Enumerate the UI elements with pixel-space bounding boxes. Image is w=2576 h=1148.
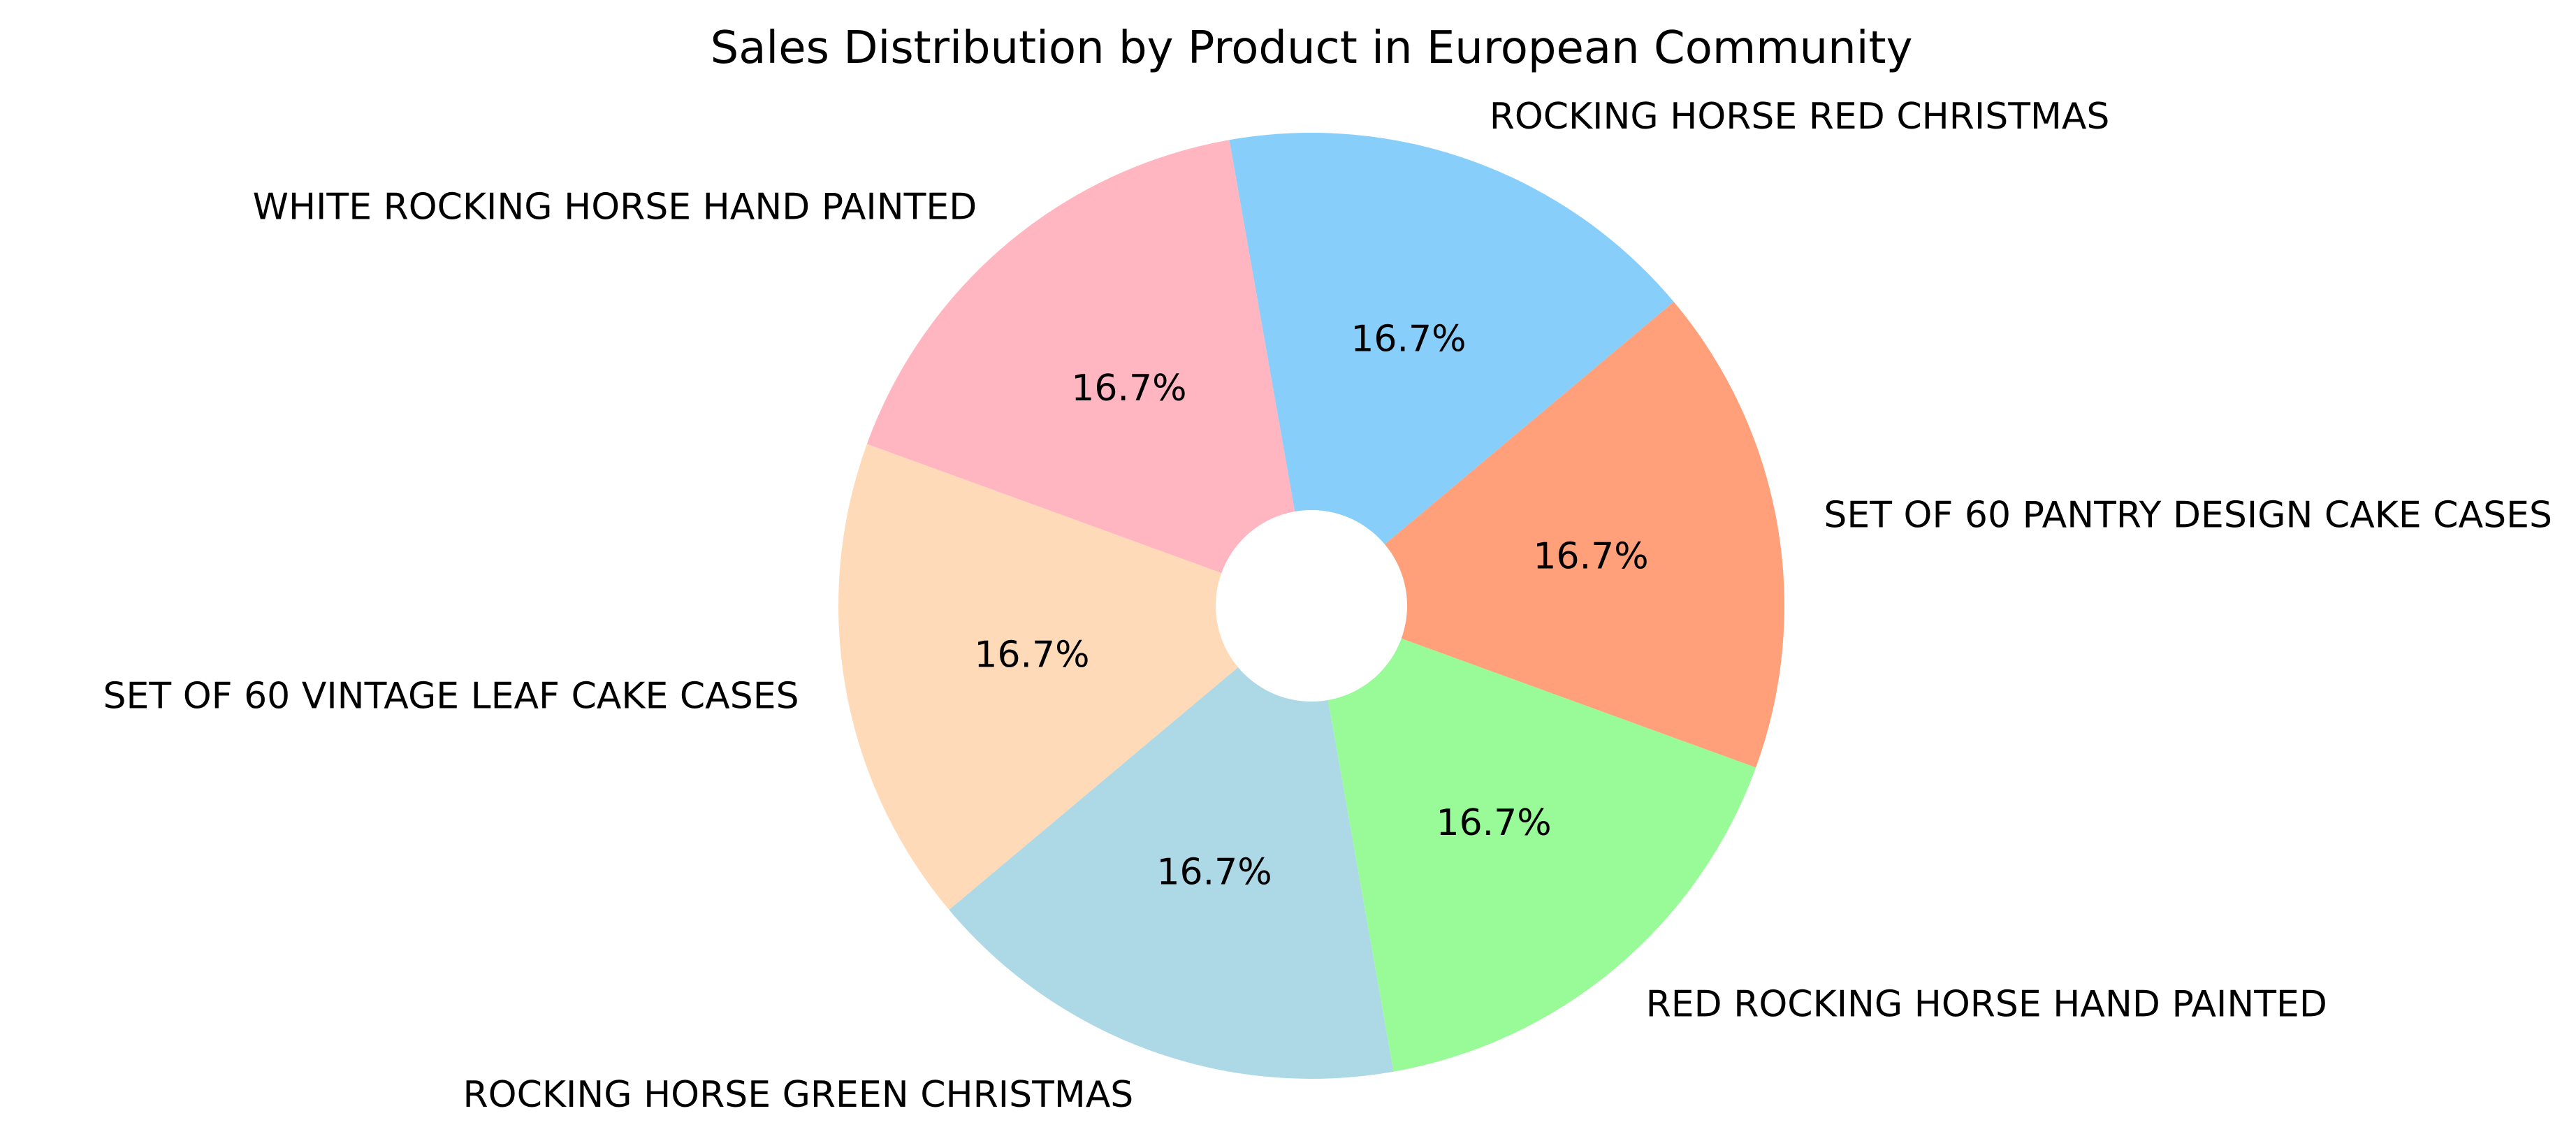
slice-percent-label: 16.7% bbox=[1351, 318, 1466, 360]
slice-category-label: SET OF 60 VINTAGE LEAF CAKE CASES bbox=[103, 675, 799, 717]
pie-slice-red-rocking-horse-hand-painted bbox=[1311, 606, 1756, 1072]
pie-slice-white-rocking-horse-hand-painted bbox=[866, 140, 1311, 606]
pie-slice-set-of-60-vintage-leaf-cake-cases bbox=[838, 444, 1311, 910]
slice-percent-label: 16.7% bbox=[1533, 535, 1648, 577]
slice-percent-label: 16.7% bbox=[1156, 852, 1272, 894]
slice-labels: 16.7% SET OF 60 PANTRY DESIGN CAKE CASES 1… bbox=[103, 96, 2553, 1116]
slice-percent-label: 16.7% bbox=[1436, 802, 1551, 844]
slice-category-label: RED ROCKING HORSE HAND PAINTED bbox=[1646, 983, 2327, 1025]
slice-category-label: ROCKING HORSE GREEN CHRISTMAS bbox=[463, 1074, 1134, 1116]
slice-percent-label: 16.7% bbox=[1071, 368, 1186, 409]
pie-slice-set-of-60-pantry-design-cake-cases bbox=[1311, 301, 1784, 768]
slice-category-label: SET OF 60 PANTRY DESIGN CAKE CASES bbox=[1824, 495, 2552, 537]
pie-slice-rocking-horse-green-christmas bbox=[949, 606, 1394, 1079]
center-hole bbox=[1216, 510, 1407, 702]
chart-title: Sales Distribution by Product in Europea… bbox=[711, 22, 1913, 74]
slice-category-label: ROCKING HORSE RED CHRISTMAS bbox=[1490, 96, 2110, 138]
pie-slices bbox=[838, 133, 1784, 1079]
slice-category-label: WHITE ROCKING HORSE HAND PAINTED bbox=[253, 187, 977, 228]
pie-slice-rocking-horse-red-christmas bbox=[1229, 133, 1674, 606]
slice-percent-label: 16.7% bbox=[974, 634, 1089, 676]
